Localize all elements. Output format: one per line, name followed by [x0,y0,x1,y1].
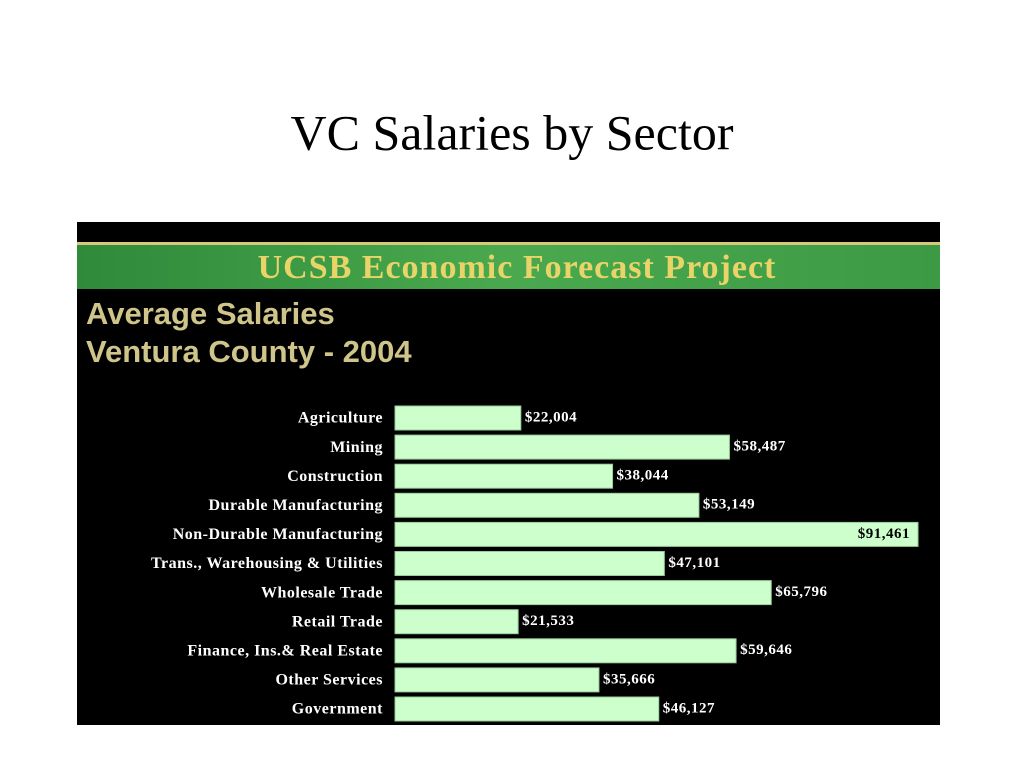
banner-rule [77,242,940,245]
category-label: Other Services [275,672,383,689]
category-label: Trans., Warehousing & Utilities [151,555,383,572]
bar [394,463,614,489]
category-label: Retail Trade [292,613,383,630]
bar [394,521,919,547]
category-label: Finance, Ins.& Real Estate [187,642,383,659]
bar [394,492,700,518]
bar [394,609,519,635]
value-label: $35,666 [603,671,655,687]
bar [394,580,772,606]
slide-title: VC Salaries by Sector [291,104,734,160]
chart-title: Average Salaries [86,296,335,331]
category-label: Agriculture [298,410,383,427]
category-label: Wholesale Trade [261,584,383,601]
banner [77,245,940,289]
category-label: Durable Manufacturing [209,497,384,514]
bar [394,696,660,722]
value-label: $22,004 [525,409,577,425]
value-label: $38,044 [617,468,669,484]
value-label: $65,796 [775,584,827,600]
value-label: $53,149 [703,497,755,513]
value-label: $59,646 [740,642,792,658]
bar [394,638,737,664]
value-label: $21,533 [522,613,574,629]
category-label: Government [292,701,383,718]
value-label: $47,101 [668,555,720,571]
value-label: $91,461 [858,526,910,542]
bar [394,551,665,576]
chart-subtitle: Ventura County - 2004 [86,334,412,369]
plot: Agriculture $22,004 Mining $58,487 Construct… [151,405,919,722]
bar [394,667,600,693]
banner-text: UCSB Economic Forecast Project [258,249,777,286]
bar [394,434,730,460]
value-label: $58,487 [733,439,785,455]
category-label: Mining [330,439,383,456]
category-label: Non-Durable Manufacturing [173,526,383,543]
category-label: Construction [287,468,383,485]
bar [394,405,522,431]
value-label: $46,127 [663,700,715,716]
